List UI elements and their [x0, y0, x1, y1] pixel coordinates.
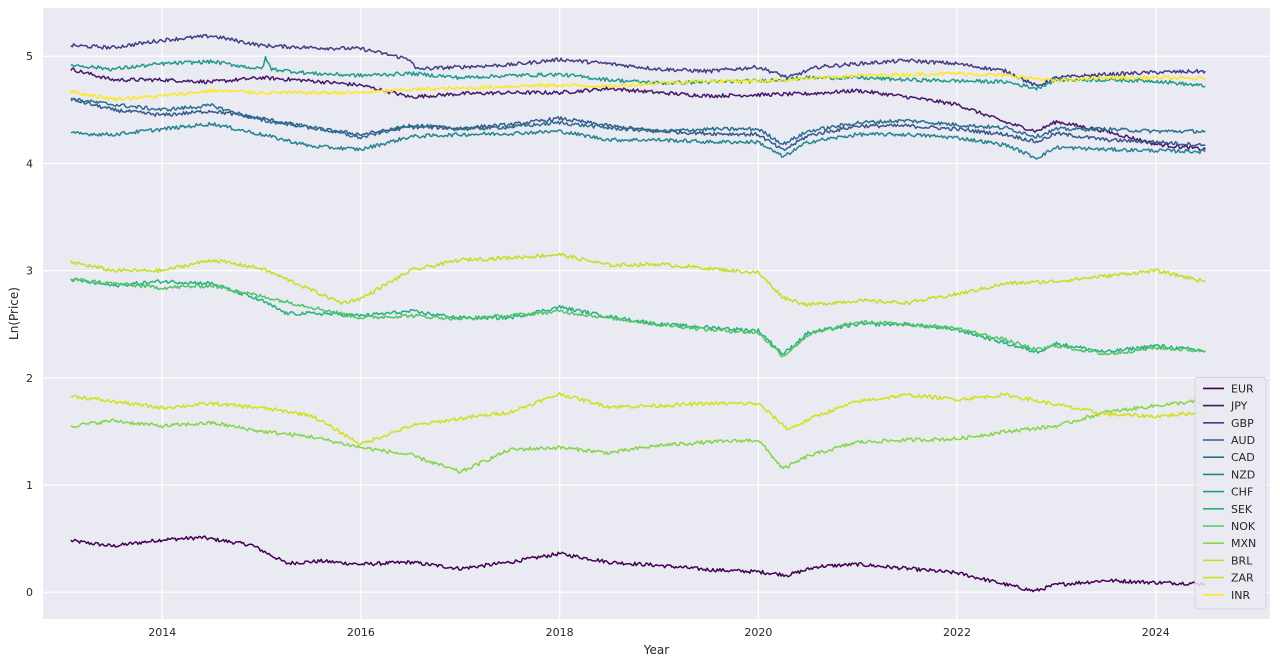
x-tick-label: 2014 [148, 626, 176, 639]
legend-box [1194, 376, 1267, 610]
x-tick-label: 2018 [546, 626, 574, 639]
series-line-mxn [70, 399, 1206, 474]
series-line-jpy [70, 67, 1206, 152]
x-tick-label: 2016 [347, 626, 375, 639]
x-tick-label: 2024 [1142, 626, 1170, 639]
legend-label: ZAR [1231, 572, 1254, 585]
legend-label: NOK [1231, 520, 1256, 533]
legend-label: CAD [1231, 451, 1255, 464]
series-line-cad [70, 97, 1206, 146]
y-tick-labels: 0 1 2 3 4 5 [26, 50, 33, 599]
y-tick-label: 2 [26, 372, 33, 385]
y-tick-label: 5 [26, 50, 33, 63]
x-tick-label: 2022 [943, 626, 971, 639]
series-line-nzd [70, 121, 1206, 160]
series-line-eur [70, 535, 1206, 593]
y-tick-label: 4 [26, 157, 33, 170]
y-tick-label: 0 [26, 586, 33, 599]
grid-lines [43, 8, 1270, 619]
y-tick-label: 3 [26, 265, 33, 278]
legend-label: AUD [1231, 434, 1255, 447]
legend-label: INR [1231, 589, 1250, 602]
x-tick-labels: 2014 2016 2018 2020 2022 2024 [148, 626, 1170, 639]
series-line-nok [70, 277, 1206, 358]
series-line-brl [70, 252, 1206, 308]
x-tick-label: 2020 [744, 626, 772, 639]
legend-label: SEK [1231, 503, 1253, 516]
legend-label: BRL [1231, 554, 1253, 567]
legend-label: NZD [1231, 468, 1255, 481]
series-line-zar [70, 391, 1206, 446]
legend-label: EUR [1231, 382, 1254, 395]
series-lines [70, 33, 1206, 593]
plot-background [43, 8, 1270, 619]
series-line-chf [70, 55, 1206, 91]
legend-label: CHF [1231, 486, 1253, 499]
y-axis-label: Ln(Price) [7, 287, 21, 340]
legend-label: JPY [1230, 400, 1248, 413]
legend-label: MXN [1231, 537, 1256, 550]
series-line-inr [70, 71, 1206, 102]
x-axis-label: Year [643, 643, 669, 657]
y-tick-label: 1 [26, 479, 33, 492]
legend: EUR JPY GBP AUD CAD NZD CHF SEK NOK MXN BRL ZAR INR [1194, 376, 1267, 610]
legend-label: GBP [1231, 417, 1254, 430]
